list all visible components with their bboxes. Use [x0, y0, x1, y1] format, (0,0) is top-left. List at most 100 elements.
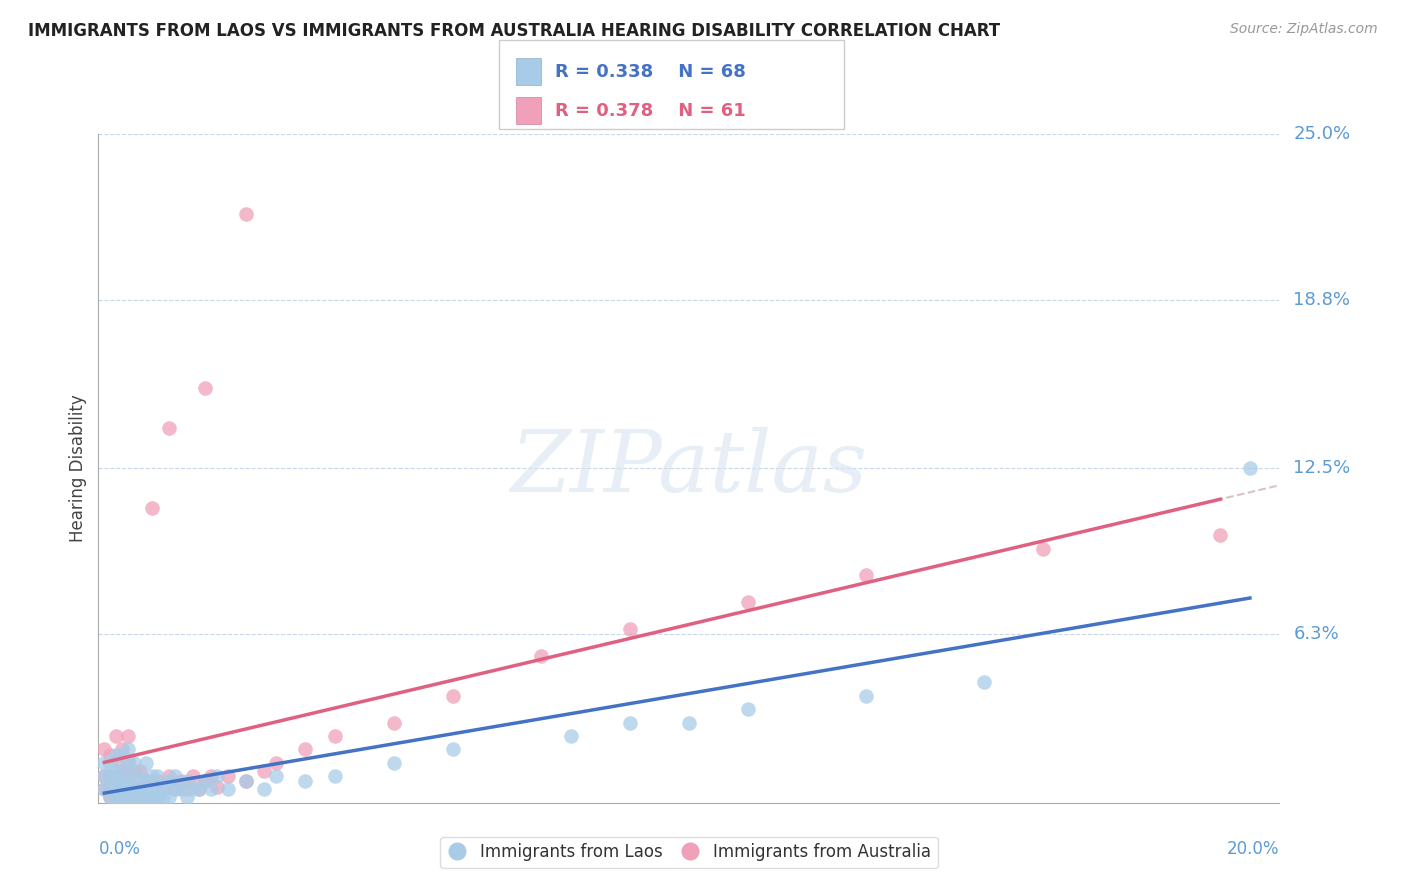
Point — [117, 774, 139, 789]
Text: Source: ZipAtlas.com: Source: ZipAtlas.com — [1230, 22, 1378, 37]
Point — [157, 421, 180, 435]
Point — [165, 769, 187, 783]
Point — [194, 774, 217, 789]
Point — [128, 790, 150, 805]
Text: 18.8%: 18.8% — [1294, 291, 1350, 309]
Point — [111, 742, 134, 756]
Point — [93, 782, 115, 797]
Point — [157, 790, 180, 805]
Point — [146, 782, 169, 797]
Point — [117, 790, 139, 805]
Point — [93, 742, 115, 756]
Point — [117, 780, 139, 794]
Point — [98, 769, 121, 783]
Point — [122, 790, 145, 805]
Point — [128, 782, 150, 797]
Point — [128, 769, 150, 783]
Point — [678, 715, 700, 730]
Point — [117, 756, 139, 770]
Point — [560, 729, 582, 743]
Point — [181, 769, 204, 783]
Point — [135, 756, 157, 770]
Point — [117, 742, 139, 756]
Text: 12.5%: 12.5% — [1294, 459, 1351, 477]
Point — [141, 790, 163, 805]
Point — [441, 742, 464, 756]
Point — [98, 780, 121, 794]
Point — [122, 782, 145, 797]
Point — [146, 790, 169, 805]
Point — [1032, 541, 1054, 556]
Point — [135, 774, 157, 789]
Point — [98, 756, 121, 770]
Point — [235, 207, 257, 221]
Point — [98, 782, 121, 797]
Point — [253, 764, 276, 778]
Point — [217, 782, 239, 797]
Text: 0.0%: 0.0% — [98, 839, 141, 857]
Point — [170, 774, 193, 789]
Point — [1239, 461, 1261, 475]
Point — [855, 689, 877, 703]
Point — [294, 742, 316, 756]
Point — [157, 774, 180, 789]
Point — [323, 769, 346, 783]
Point — [152, 782, 174, 797]
Text: IMMIGRANTS FROM LAOS VS IMMIGRANTS FROM AUSTRALIA HEARING DISABILITY CORRELATION: IMMIGRANTS FROM LAOS VS IMMIGRANTS FROM … — [28, 22, 1000, 40]
Legend: Immigrants from Laos, Immigrants from Australia: Immigrants from Laos, Immigrants from Au… — [440, 837, 938, 868]
Point — [146, 790, 169, 805]
Point — [111, 774, 134, 789]
Point — [105, 753, 128, 767]
Point — [93, 756, 115, 770]
Text: 6.3%: 6.3% — [1294, 625, 1339, 643]
Point — [135, 790, 157, 805]
Point — [181, 782, 204, 797]
Point — [176, 782, 198, 797]
Point — [117, 729, 139, 743]
Point — [117, 790, 139, 805]
Text: R = 0.378    N = 61: R = 0.378 N = 61 — [555, 103, 747, 120]
Point — [117, 753, 139, 767]
Point — [157, 769, 180, 783]
Text: 20.0%: 20.0% — [1227, 839, 1279, 857]
Point — [128, 764, 150, 778]
Point — [152, 782, 174, 797]
Point — [105, 747, 128, 762]
Point — [111, 764, 134, 778]
Point — [105, 790, 128, 805]
Point — [135, 782, 157, 797]
Point — [619, 715, 641, 730]
Point — [98, 747, 121, 762]
Point — [530, 648, 553, 663]
Point — [737, 595, 759, 609]
Point — [111, 782, 134, 797]
Point — [117, 782, 139, 797]
Point — [194, 774, 217, 789]
Point — [205, 769, 228, 783]
Point — [146, 774, 169, 789]
Point — [98, 790, 121, 805]
Point — [200, 782, 222, 797]
Point — [176, 790, 198, 805]
Point — [737, 702, 759, 716]
Point — [141, 501, 163, 516]
Point — [93, 769, 115, 783]
Point — [146, 769, 169, 783]
Point — [217, 769, 239, 783]
Point — [294, 774, 316, 789]
Point — [264, 769, 287, 783]
Point — [235, 774, 257, 789]
Point — [122, 756, 145, 770]
Point — [323, 729, 346, 743]
Point — [187, 782, 209, 797]
Text: R = 0.338    N = 68: R = 0.338 N = 68 — [555, 63, 747, 81]
Point — [141, 790, 163, 805]
Point — [382, 715, 405, 730]
Point — [105, 790, 128, 805]
Point — [165, 782, 187, 797]
Point — [105, 782, 128, 797]
Point — [122, 769, 145, 783]
Point — [441, 689, 464, 703]
Point — [619, 622, 641, 636]
Point — [973, 675, 995, 690]
